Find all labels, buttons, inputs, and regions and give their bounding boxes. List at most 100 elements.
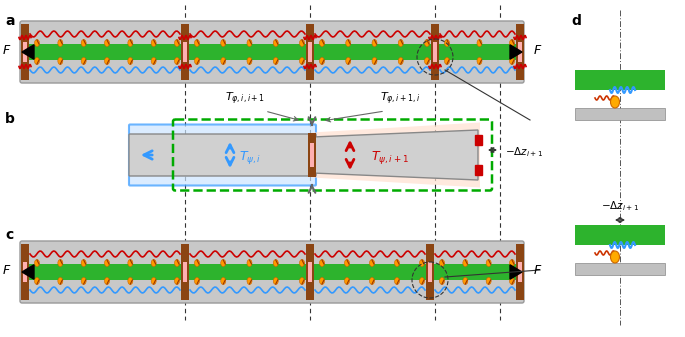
Ellipse shape bbox=[372, 39, 377, 47]
Bar bbox=[518, 262, 522, 282]
Ellipse shape bbox=[477, 58, 482, 64]
Ellipse shape bbox=[128, 277, 133, 284]
Polygon shape bbox=[510, 45, 522, 59]
Ellipse shape bbox=[175, 277, 179, 284]
FancyBboxPatch shape bbox=[129, 134, 316, 176]
Bar bbox=[575, 225, 665, 245]
Ellipse shape bbox=[34, 259, 40, 267]
Bar bbox=[23, 42, 27, 62]
Text: $T_{\psi,i+1}$: $T_{\psi,i+1}$ bbox=[371, 149, 409, 165]
Ellipse shape bbox=[419, 277, 425, 284]
Bar bbox=[22, 241, 332, 303]
Ellipse shape bbox=[105, 39, 110, 47]
Text: F: F bbox=[534, 264, 541, 276]
Ellipse shape bbox=[34, 277, 40, 284]
Ellipse shape bbox=[58, 277, 63, 284]
Ellipse shape bbox=[151, 58, 156, 64]
Ellipse shape bbox=[345, 259, 349, 267]
Ellipse shape bbox=[81, 39, 86, 47]
Bar bbox=[181, 244, 189, 300]
Bar bbox=[426, 244, 434, 300]
Polygon shape bbox=[22, 265, 34, 279]
Ellipse shape bbox=[510, 39, 514, 47]
Ellipse shape bbox=[247, 58, 252, 64]
Ellipse shape bbox=[128, 259, 133, 267]
Ellipse shape bbox=[273, 58, 278, 64]
Ellipse shape bbox=[486, 259, 491, 267]
Ellipse shape bbox=[369, 259, 375, 267]
Ellipse shape bbox=[273, 259, 278, 267]
Bar bbox=[575, 263, 665, 275]
Ellipse shape bbox=[395, 259, 399, 267]
Ellipse shape bbox=[610, 96, 619, 108]
Ellipse shape bbox=[445, 58, 449, 64]
Bar bbox=[306, 244, 314, 300]
Bar bbox=[308, 262, 312, 282]
Ellipse shape bbox=[105, 58, 110, 64]
Text: $T_{\psi,i}$: $T_{\psi,i}$ bbox=[239, 149, 261, 165]
Ellipse shape bbox=[221, 58, 226, 64]
Bar bbox=[21, 24, 29, 80]
Bar bbox=[433, 42, 437, 62]
Ellipse shape bbox=[346, 58, 351, 64]
Ellipse shape bbox=[610, 251, 619, 263]
Ellipse shape bbox=[299, 58, 305, 64]
Bar bbox=[22, 264, 522, 280]
Text: $T_{\varphi,i+1,i}$: $T_{\varphi,i+1,i}$ bbox=[379, 91, 421, 107]
Ellipse shape bbox=[273, 39, 278, 47]
Ellipse shape bbox=[440, 259, 445, 267]
Ellipse shape bbox=[195, 277, 199, 284]
FancyBboxPatch shape bbox=[20, 21, 524, 83]
Ellipse shape bbox=[128, 58, 133, 64]
Bar bbox=[21, 244, 29, 300]
Ellipse shape bbox=[425, 39, 429, 47]
Ellipse shape bbox=[105, 277, 110, 284]
Text: $-\Delta z_{i+1}$: $-\Delta z_{i+1}$ bbox=[505, 145, 543, 159]
Bar bbox=[575, 70, 665, 90]
Bar bbox=[183, 42, 187, 62]
Ellipse shape bbox=[221, 259, 226, 267]
Ellipse shape bbox=[221, 39, 226, 47]
Ellipse shape bbox=[81, 58, 86, 64]
Ellipse shape bbox=[486, 277, 491, 284]
Text: d: d bbox=[571, 14, 581, 28]
Ellipse shape bbox=[175, 39, 179, 47]
Text: $T_{\varphi,i,i+1}$: $T_{\varphi,i,i+1}$ bbox=[225, 91, 265, 107]
Bar bbox=[23, 262, 27, 282]
Bar bbox=[308, 42, 312, 62]
Bar bbox=[22, 44, 522, 60]
Bar bbox=[575, 108, 665, 120]
Bar bbox=[306, 24, 314, 80]
Ellipse shape bbox=[34, 58, 40, 64]
Bar bbox=[475, 135, 482, 145]
Bar bbox=[130, 21, 480, 83]
Ellipse shape bbox=[395, 277, 399, 284]
Ellipse shape bbox=[299, 259, 305, 267]
Text: c: c bbox=[5, 228, 13, 242]
Ellipse shape bbox=[319, 259, 325, 267]
FancyBboxPatch shape bbox=[129, 124, 316, 185]
Ellipse shape bbox=[175, 259, 179, 267]
Ellipse shape bbox=[398, 39, 403, 47]
Ellipse shape bbox=[425, 58, 429, 64]
Text: $-\Delta z_{i+1}$: $-\Delta z_{i+1}$ bbox=[601, 199, 639, 213]
Ellipse shape bbox=[510, 58, 514, 64]
Ellipse shape bbox=[58, 58, 63, 64]
Bar bbox=[516, 24, 524, 80]
Polygon shape bbox=[312, 123, 480, 187]
Bar bbox=[516, 244, 524, 300]
Text: F: F bbox=[3, 43, 10, 57]
Ellipse shape bbox=[34, 39, 40, 47]
Text: F: F bbox=[534, 43, 541, 57]
Ellipse shape bbox=[151, 277, 156, 284]
Ellipse shape bbox=[346, 39, 351, 47]
Ellipse shape bbox=[175, 58, 179, 64]
Ellipse shape bbox=[299, 277, 305, 284]
FancyBboxPatch shape bbox=[20, 241, 524, 303]
Ellipse shape bbox=[81, 277, 86, 284]
Ellipse shape bbox=[195, 259, 199, 267]
Ellipse shape bbox=[398, 58, 403, 64]
Ellipse shape bbox=[58, 259, 63, 267]
Ellipse shape bbox=[299, 39, 305, 47]
Ellipse shape bbox=[445, 39, 449, 47]
